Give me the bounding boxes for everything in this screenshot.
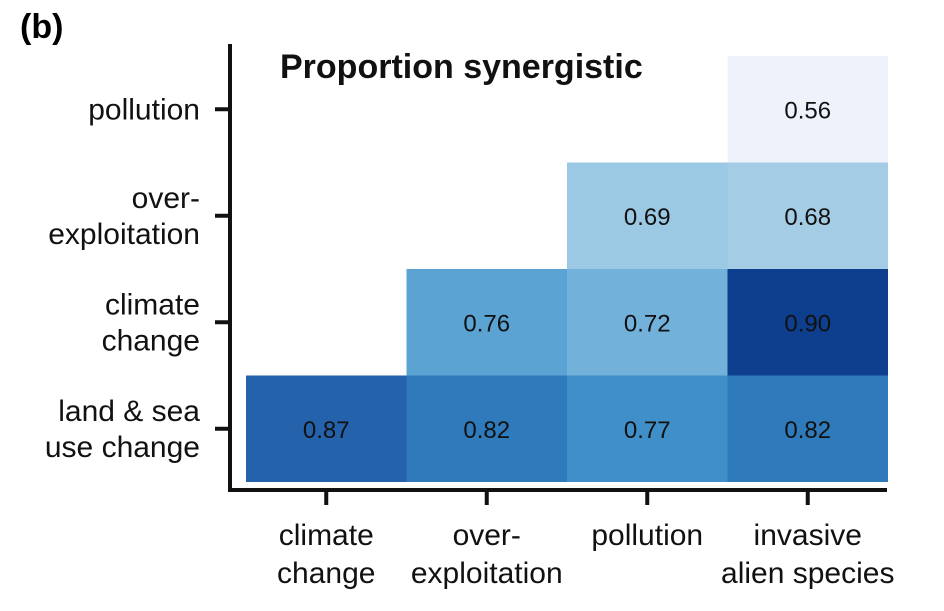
y-tick-label: exploitation [48, 218, 200, 251]
x-tick-label: alien species [721, 557, 894, 590]
y-tick-label: change [102, 324, 200, 357]
cell-value-label: 0.76 [463, 310, 510, 337]
y-tick-label: climate [105, 288, 200, 321]
cell-value-label: 0.69 [624, 204, 671, 231]
cell-value-label: 0.82 [784, 417, 831, 444]
cell-value-label: 0.90 [784, 310, 831, 337]
heatmap-cells: 0.87 0.82 0.77 0.82 0.76 0.72 0.90 0.69 0.68 0.56 [246, 56, 888, 482]
panel-label: (b) [20, 8, 64, 46]
heatmap-cell [246, 375, 407, 482]
cell-value-label: 0.82 [463, 417, 510, 444]
heatmap-cell [567, 269, 728, 376]
y-tick-label: over- [132, 182, 200, 215]
cell-value-label: 0.56 [784, 97, 831, 124]
heatmap-cell [567, 162, 728, 269]
x-tick-label: invasive [754, 519, 862, 552]
y-tick-label: use change [45, 431, 200, 464]
cell-value-label: 0.77 [624, 417, 671, 444]
heatmap-cell [727, 269, 888, 376]
x-tick-label: over- [453, 519, 521, 552]
heatmap-cell [727, 375, 888, 482]
chart-title: Proportion synergistic [280, 48, 643, 86]
y-tick-label: pollution [88, 93, 200, 126]
y-tick-label: land & sea [58, 395, 200, 428]
heatmap-cell [406, 269, 567, 376]
heatmap-cell [406, 375, 567, 482]
cell-value-label: 0.87 [303, 417, 350, 444]
heatmap-cell [727, 162, 888, 269]
heatmap-cell [727, 56, 888, 163]
x-tick-label: change [277, 557, 375, 590]
cell-value-label: 0.68 [784, 204, 831, 231]
x-tick-label: exploitation [411, 557, 563, 590]
x-tick-label: climate [279, 519, 374, 552]
x-tick-label: pollution [591, 519, 703, 552]
chart-axes [228, 44, 887, 492]
cell-value-label: 0.72 [624, 310, 671, 337]
heatmap-cell [567, 375, 728, 482]
